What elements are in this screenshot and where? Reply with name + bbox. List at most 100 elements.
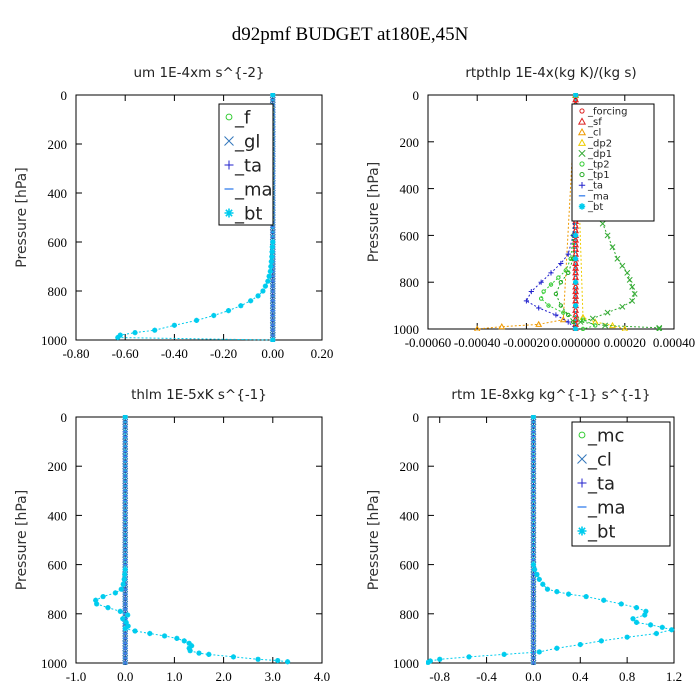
data-point <box>602 322 609 329</box>
data-point <box>123 619 129 626</box>
data-point <box>548 270 554 276</box>
y-tick-label: 1000 <box>41 656 67 671</box>
y-axis-label: Pressure [hPa] <box>14 490 30 590</box>
series-bt <box>93 415 291 665</box>
legend-marker <box>224 160 234 170</box>
data-point <box>573 303 579 309</box>
data-point <box>618 601 624 607</box>
data-point <box>132 330 138 336</box>
y-tick-label: 400 <box>400 182 420 197</box>
x-tick-label: 0.0 <box>117 669 133 684</box>
legend-item-tp2: _tp2 <box>579 160 610 171</box>
data-point <box>466 654 472 660</box>
data-point <box>501 651 507 657</box>
legend-box <box>571 421 671 547</box>
data-point <box>268 259 274 265</box>
data-point <box>121 576 127 582</box>
x-tick-label: 3.0 <box>265 669 281 684</box>
data-point <box>624 269 631 276</box>
data-point <box>580 326 586 331</box>
y-tick-label: 200 <box>400 459 420 474</box>
legend: _forcing_sf_cl_dp2_dp1_tp2_tp1_ta_ma_bt <box>571 103 655 222</box>
data-point <box>568 256 573 261</box>
legend-label: _tp2 <box>587 160 610 171</box>
data-point <box>577 641 583 648</box>
legend-marker <box>578 182 586 189</box>
data-point <box>269 254 275 260</box>
data-point <box>262 283 269 289</box>
legend-item-ta: _ta <box>578 181 603 192</box>
data-point <box>573 93 579 98</box>
data-point <box>122 571 128 578</box>
data-point <box>122 415 128 420</box>
data-point <box>536 576 542 582</box>
legend-label: _ta <box>587 473 615 494</box>
x-tick-label: -0.00060 <box>405 335 452 350</box>
legend-marker <box>224 208 234 218</box>
chart-panel-2: rtpthlp 1E-4x(kg K)/(kg s) Pressure [hPa]… <box>366 65 695 350</box>
data-point <box>659 624 665 630</box>
data-point <box>269 244 275 250</box>
legend-label: _bt <box>587 202 603 213</box>
data-point <box>609 244 616 251</box>
data-point <box>604 309 611 316</box>
legend-marker <box>577 478 587 488</box>
legend: _mc _cl _ta _ma _bt <box>571 421 671 547</box>
y-axis-label: Pressure [hPa] <box>366 162 382 262</box>
y-tick-label: 400 <box>48 508 68 523</box>
legend-item-ma: _ma <box>224 179 273 200</box>
series-bt <box>115 93 276 342</box>
data-point <box>583 593 589 600</box>
y-axis-label: Pressure [hPa] <box>14 167 30 267</box>
legend-marker <box>578 203 586 210</box>
y-tick-label: 400 <box>400 508 420 523</box>
legend-item-tp1: _tp1 <box>579 170 610 181</box>
chart-title: rtpthlp 1E-4x(kg K)/(kg s) <box>465 65 636 81</box>
data-point <box>498 323 506 330</box>
x-tick-label: 1.0 <box>166 669 182 684</box>
data-point <box>118 586 124 592</box>
x-tick-label: 0.00 <box>261 346 284 361</box>
y-tick-label: 800 <box>400 275 420 290</box>
legend-marker <box>579 161 585 167</box>
series-cl <box>474 93 580 331</box>
data-point <box>186 645 192 651</box>
x-tick-label: 0.00040 <box>653 335 695 350</box>
plot-frame <box>75 94 323 341</box>
data-point <box>115 334 121 341</box>
y-tick-label: 200 <box>48 137 68 152</box>
legend-label: _dp2 <box>587 138 612 149</box>
legend-label: _ta <box>587 181 603 192</box>
data-point <box>535 320 543 327</box>
legend-item-bt: _bt <box>224 203 262 224</box>
data-point <box>122 625 128 632</box>
y-tick-label: 600 <box>400 228 420 243</box>
chart-title: thlm 1E-5xK s^{-1} <box>131 387 267 403</box>
data-point <box>577 319 584 325</box>
legend-marker <box>577 138 587 146</box>
legend-marker <box>579 108 585 114</box>
data-point <box>573 232 579 238</box>
data-point <box>647 622 654 628</box>
x-tick-label: 1.2 <box>666 669 682 684</box>
data-point <box>570 319 576 325</box>
series-line <box>525 94 577 330</box>
data-point <box>566 312 571 318</box>
data-point <box>566 270 571 276</box>
data-point <box>653 630 660 637</box>
legend: _f _gl _ta _ma _bt <box>218 103 274 226</box>
x-tick-label: -0.20 <box>210 346 237 361</box>
data-point <box>556 275 561 280</box>
data-point <box>267 268 273 274</box>
plot-frame <box>427 94 675 330</box>
series-tp1 <box>553 93 578 331</box>
data-point <box>528 288 534 295</box>
data-point <box>125 612 131 618</box>
series-line <box>477 94 577 330</box>
legend-item-sf: _sf <box>577 117 602 128</box>
data-point <box>270 239 276 245</box>
data-point <box>538 296 544 301</box>
legend-label: _mc <box>587 425 624 446</box>
data-point <box>122 566 128 573</box>
data-point <box>614 255 621 262</box>
